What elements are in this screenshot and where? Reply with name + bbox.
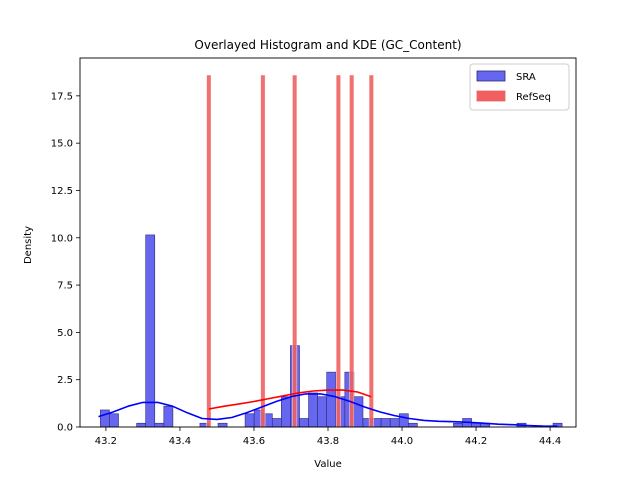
sra-bar-11 [271, 418, 282, 428]
sra-bar-8 [244, 413, 255, 428]
refseq-kde-line [208, 389, 372, 410]
y-tick-label: 12.5 [51, 186, 73, 197]
sra-bar-25 [398, 413, 409, 428]
y-tick-label: 2.5 [57, 375, 73, 386]
x-tick-label: 44.4 [539, 436, 561, 447]
sra-bar-0 [100, 409, 110, 428]
x-axis-label: Value [314, 459, 341, 470]
kde-lines [98, 389, 558, 427]
x-tick-label: 44.2 [465, 436, 487, 447]
y-tick-label: 10.0 [51, 233, 73, 244]
legend-label-sra: SRA [516, 72, 536, 83]
x-tick-label: 43.4 [169, 436, 191, 447]
sra-bar-27 [453, 422, 463, 428]
legend-label-refseq: RefSeq [516, 92, 551, 103]
sra-bar-3 [145, 234, 156, 428]
y-tick-label: 5.0 [57, 328, 73, 339]
sra-bar-26 [408, 422, 418, 428]
sra-bar-16 [317, 396, 328, 428]
sra-bar-24 [389, 418, 400, 428]
chart-title: Overlayed Histogram and KDE (GC_Content) [194, 38, 461, 52]
sra-bar-20 [353, 396, 364, 428]
refseq-bar-4 [349, 74, 355, 428]
refseq-bar-0 [206, 74, 212, 428]
sra-kde-line [98, 393, 558, 427]
legend-swatch-refseq [476, 90, 506, 102]
x-tick-label: 43.2 [95, 436, 117, 447]
sra-bar-15 [308, 392, 318, 428]
sra-bar-2 [136, 422, 147, 428]
y-tick-label: 17.5 [51, 91, 73, 102]
refseq-bar-1 [260, 74, 266, 428]
x-tick-label: 43.8 [317, 436, 339, 447]
sra-bar-29 [471, 422, 481, 428]
x-tick-label: 44.0 [391, 436, 413, 447]
legend: SRA RefSeq [469, 63, 570, 111]
refseq-bar-2 [292, 74, 298, 428]
x-tick-label: 43.6 [243, 436, 265, 447]
y-tick-label: 0.0 [57, 423, 73, 434]
y-tick-label: 7.5 [57, 281, 73, 292]
y-tick-label: 15.0 [51, 139, 73, 150]
sra-bar-23 [380, 418, 391, 428]
sra-bar-7 [217, 422, 228, 428]
legend-swatch-sra [476, 70, 506, 82]
sra-bar-1 [109, 413, 119, 428]
refseq-bar-3 [335, 74, 341, 428]
y-axis-label: Density [23, 226, 34, 264]
plot-area [98, 74, 563, 428]
sra-bar-17 [326, 371, 337, 428]
y-axis-ticks: 0.0 2.5 5.0 7.5 10.0 12.5 15.0 17.5 [51, 91, 80, 434]
sra-bar-12 [281, 396, 291, 428]
sra-bar-4 [154, 422, 165, 428]
sra-bar-14 [299, 418, 309, 428]
refseq-bar-5 [368, 74, 374, 428]
x-axis-ticks: 43.2 43.4 43.6 43.8 44.0 44.2 44.4 [95, 427, 561, 447]
sra-bar-5 [163, 405, 174, 428]
